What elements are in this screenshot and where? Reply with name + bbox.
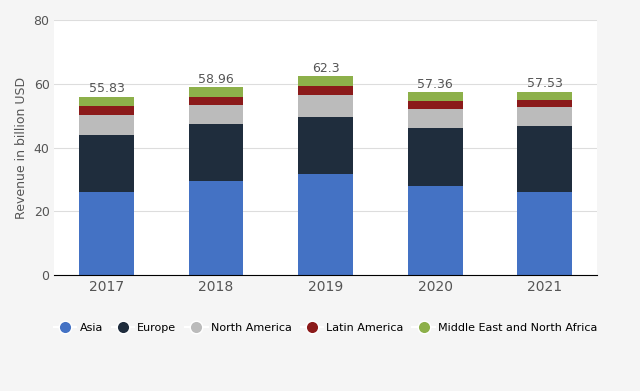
Bar [298,77,353,86]
Text: 57.36: 57.36 [417,77,453,91]
Bar [189,97,243,105]
Bar [298,86,353,95]
Bar [189,87,243,97]
Bar [517,91,572,100]
Bar [79,192,134,275]
Bar [79,115,134,135]
Bar [79,106,134,115]
Bar [408,92,463,101]
Bar [79,135,134,192]
Y-axis label: Revenue in billion USD: Revenue in billion USD [15,77,28,219]
Bar [79,97,134,106]
Text: 57.53: 57.53 [527,77,563,90]
Bar [189,105,243,124]
Bar [189,181,243,275]
Text: 62.3: 62.3 [312,62,339,75]
Bar [298,117,353,174]
Bar [517,100,572,108]
Bar [408,101,463,109]
Bar [408,128,463,187]
Text: 58.96: 58.96 [198,72,234,86]
Bar [298,174,353,275]
Bar [189,124,243,181]
Bar [408,109,463,128]
Bar [517,126,572,192]
Legend: Asia, Europe, North America, Latin America, Middle East and North Africa: Asia, Europe, North America, Latin Ameri… [49,319,602,338]
Bar [408,187,463,275]
Bar [298,95,353,117]
Text: 55.83: 55.83 [88,83,124,95]
Bar [517,108,572,126]
Bar [517,192,572,275]
